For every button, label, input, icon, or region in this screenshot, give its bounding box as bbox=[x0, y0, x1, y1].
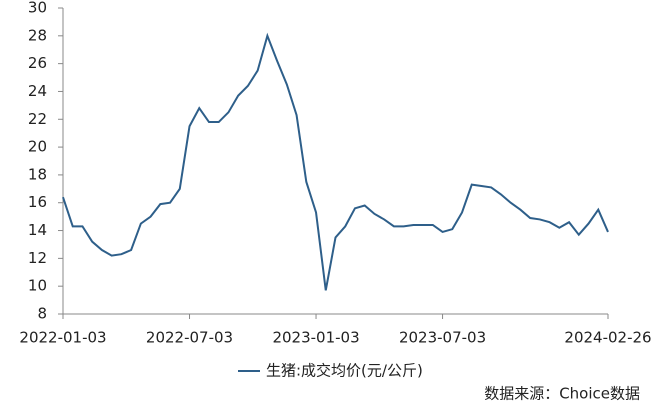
legend-label: 生猪:成交均价(元/公斤) bbox=[266, 362, 423, 380]
x-tick-label: 2022-07-03 bbox=[146, 329, 233, 347]
y-tick-label: 12 bbox=[28, 249, 47, 267]
y-tick-label: 22 bbox=[28, 110, 47, 128]
y-tick-label: 20 bbox=[28, 138, 47, 156]
y-tick-label: 8 bbox=[37, 305, 47, 323]
x-tick-label: 2024-02-26 bbox=[564, 329, 651, 347]
y-tick-label: 24 bbox=[28, 82, 47, 100]
y-tick-label: 28 bbox=[28, 26, 47, 44]
y-tick-label: 26 bbox=[28, 54, 47, 72]
source-note: 数据来源：Choice数据 bbox=[484, 385, 640, 403]
y-tick-label: 30 bbox=[28, 0, 47, 17]
x-tick-label: 2022-01-03 bbox=[19, 329, 106, 347]
x-tick-label: 2023-01-03 bbox=[272, 329, 359, 347]
y-tick-label: 10 bbox=[28, 277, 47, 295]
y-tick-label: 14 bbox=[28, 221, 47, 239]
y-tick-label: 18 bbox=[28, 165, 47, 183]
data-line bbox=[62, 32, 609, 291]
x-tick-label: 2023-07-03 bbox=[399, 329, 486, 347]
y-tick-label: 16 bbox=[28, 193, 47, 211]
